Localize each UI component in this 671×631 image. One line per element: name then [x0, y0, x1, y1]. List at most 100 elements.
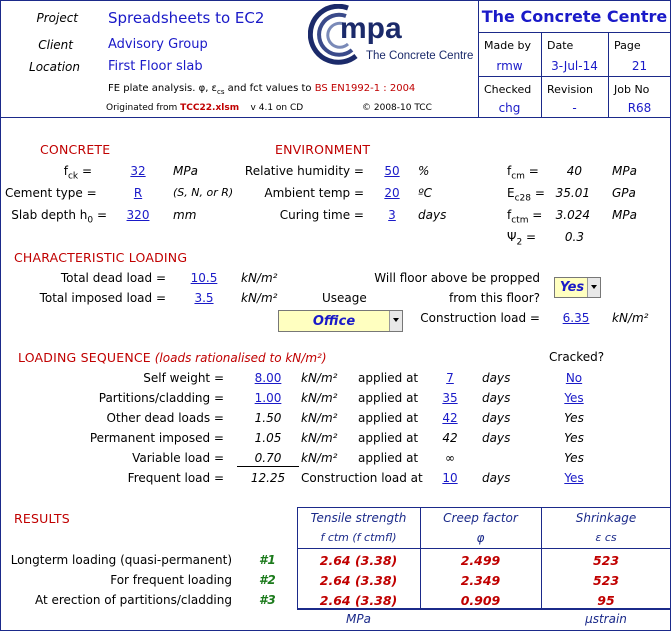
- mpa-swirl-icon: [308, 4, 358, 65]
- result-row-label: Longterm loading (quasi-permanent): [10, 553, 232, 567]
- temp-input[interactable]: 20: [384, 186, 400, 200]
- propped-dropdown-arrow-icon[interactable]: [587, 278, 600, 297]
- dead-load-label: Total dead load =: [60, 271, 166, 285]
- header-bottom-border: [0, 117, 671, 118]
- construction-load-input[interactable]: 6.35: [562, 311, 590, 325]
- results-col-divider-1: [420, 507, 421, 609]
- project-value[interactable]: Spreadsheets to EC2: [108, 9, 265, 27]
- sequence-row-day[interactable]: 35: [442, 391, 458, 405]
- fck-input[interactable]: 32: [130, 164, 146, 178]
- sequence-row-unit: kN/m²: [301, 451, 338, 465]
- depth-input[interactable]: 320: [126, 208, 150, 222]
- shrinkage-unit: μstrain: [585, 612, 627, 626]
- construction-day-input[interactable]: 10: [442, 471, 458, 485]
- sequence-row-value[interactable]: 8.00: [254, 371, 282, 385]
- results-title: RESULTS: [14, 511, 70, 526]
- result-row-creep: 2.499: [460, 553, 501, 568]
- checked-value[interactable]: chg: [498, 101, 521, 115]
- sequence-row-day: 42: [442, 431, 458, 445]
- location-label: Location: [29, 60, 80, 74]
- construction-days-unit: days: [482, 471, 511, 485]
- sequence-row-label: Self weight =: [143, 371, 224, 385]
- construction-at-label: Construction load at: [301, 471, 423, 485]
- sequence-row-day[interactable]: 42: [442, 411, 458, 425]
- frequent-load-label: Frequent load =: [127, 471, 224, 485]
- results-bottom-border: [297, 609, 671, 610]
- results-col-divider-2: [541, 507, 542, 609]
- sequence-row-unit: kN/m²: [301, 431, 338, 445]
- revision-label: Revision: [547, 83, 593, 96]
- imposed-load-input[interactable]: 3.5: [194, 291, 214, 305]
- job-value[interactable]: R68: [627, 101, 652, 115]
- tensile-header: Tensile strength: [310, 511, 407, 525]
- concrete-title: CONCRETE: [40, 142, 111, 157]
- sequence-row-day[interactable]: 7: [446, 371, 454, 385]
- made-by-label: Made by: [484, 39, 531, 52]
- fctm-label: fctm =: [507, 208, 543, 226]
- frequent-load-value: 12.25: [250, 471, 286, 485]
- sequence-row-value[interactable]: 1.00: [254, 391, 282, 405]
- sequence-row-value: 1.50: [254, 411, 282, 425]
- dead-load-input[interactable]: 10.5: [190, 271, 218, 285]
- creep-subheader: φ: [476, 531, 485, 545]
- info-col-divider-2: [608, 32, 609, 118]
- sequence-row-cracked[interactable]: No: [565, 371, 583, 385]
- result-row-number: #3: [259, 593, 276, 607]
- curing-input[interactable]: 3: [388, 208, 396, 222]
- made-by-value[interactable]: rmw: [496, 59, 523, 73]
- shrinkage-subheader: ε cs: [595, 531, 617, 544]
- sequence-row-days-unit: days: [482, 391, 511, 405]
- construction-cracked-toggle[interactable]: Yes: [564, 471, 584, 485]
- page-value[interactable]: 21: [631, 59, 648, 73]
- cracked-header: Cracked?: [549, 350, 605, 364]
- page-label: Page: [614, 39, 641, 52]
- logo-text: mpa: [340, 12, 402, 45]
- useage-dropdown[interactable]: Office: [278, 310, 403, 332]
- result-row-shrinkage: 95: [597, 593, 615, 608]
- tensile-subheader: f ctm (f ctmfl): [320, 531, 397, 544]
- creep-header: Creep factor: [443, 511, 518, 525]
- checked-label: Checked: [484, 83, 532, 96]
- sequence-row-cracked: Yes: [564, 431, 584, 445]
- curing-unit: days: [418, 208, 447, 222]
- sequence-row-applied-at: applied at: [358, 411, 419, 425]
- result-row-number: #2: [259, 573, 276, 587]
- sequence-row-days-unit: days: [482, 411, 511, 425]
- environment-title: ENVIRONMENT: [275, 142, 371, 157]
- ec28-unit: GPa: [612, 186, 636, 200]
- cement-label: Cement type =: [5, 186, 97, 200]
- result-row-tensile: 2.64 (3.38): [319, 593, 398, 608]
- propped-question-line1: Will floor above be propped: [374, 271, 540, 285]
- depth-unit: mm: [173, 208, 197, 222]
- sequence-row-applied-at: applied at: [358, 451, 419, 465]
- sequence-row-day: ∞: [445, 451, 455, 465]
- psi2-value: 0.3: [564, 230, 584, 244]
- sequence-row-cracked: Yes: [564, 451, 584, 465]
- client-value[interactable]: Advisory Group: [108, 37, 208, 52]
- propped-dropdown[interactable]: Yes: [554, 277, 601, 298]
- revision-value[interactable]: -: [572, 101, 577, 115]
- propped-selected: Yes: [559, 280, 585, 295]
- job-label: Job No: [614, 83, 650, 96]
- useage-dropdown-arrow-icon[interactable]: [389, 311, 402, 331]
- cement-input[interactable]: R: [133, 186, 143, 200]
- construction-load-label: Construction load =: [420, 311, 540, 325]
- sequence-row-applied-at: applied at: [358, 431, 419, 445]
- date-value[interactable]: 3-Jul-14: [551, 59, 598, 73]
- rh-input[interactable]: 50: [384, 164, 400, 178]
- fcm-label: fcm =: [507, 164, 539, 182]
- result-row-label: At erection of partitions/cladding: [34, 593, 232, 607]
- fctm-unit: MPa: [612, 208, 637, 222]
- sequence-row-label: Variable load =: [132, 451, 224, 465]
- info-divider: [478, 76, 671, 77]
- info-col-divider-1: [541, 32, 542, 118]
- shrinkage-header: Shrinkage: [575, 511, 637, 525]
- location-value[interactable]: First Floor slab: [108, 59, 203, 74]
- result-row-number: #1: [259, 553, 276, 567]
- sequence-row-cracked[interactable]: Yes: [564, 391, 584, 405]
- fck-unit: MPa: [173, 164, 198, 178]
- fck-label: fck =: [63, 164, 92, 182]
- description-line: FE plate analysis. φ, εcs and fct values…: [108, 83, 416, 96]
- ec28-value: 35.01: [555, 186, 590, 200]
- imposed-load-unit: kN/m²: [241, 291, 278, 305]
